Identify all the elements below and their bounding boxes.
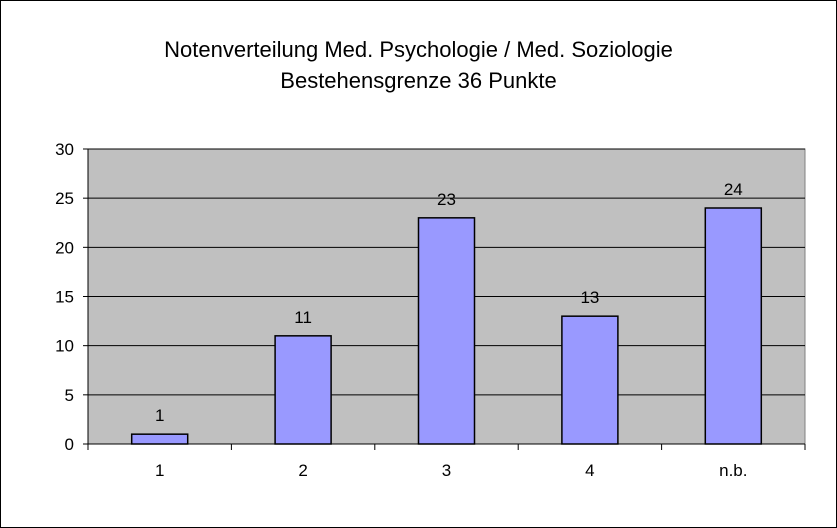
x-axis-ticks: 1 2 3 4 n.b. (87, 444, 806, 480)
x-tick-label: 3 (442, 461, 451, 480)
y-tick-label: 5 (65, 386, 74, 405)
y-tick-label: 0 (65, 435, 74, 454)
y-tick-label: 25 (55, 189, 74, 208)
y-tick-label: 15 (55, 288, 74, 307)
x-tick-label: 2 (298, 461, 307, 480)
data-label: 23 (437, 190, 456, 209)
y-tick-label: 10 (55, 337, 74, 356)
chart-title-block: Notenverteilung Med. Psychologie / Med. … (0, 34, 837, 96)
x-tick-label: 4 (585, 461, 594, 480)
bar (704, 207, 763, 445)
data-label: 24 (724, 180, 743, 199)
y-tick-label: 20 (55, 238, 74, 257)
chart-title: Notenverteilung Med. Psychologie / Med. … (164, 37, 673, 62)
y-axis-ticks: 0 5 10 15 20 25 30 (55, 140, 88, 454)
data-label: 11 (294, 308, 312, 327)
bar (274, 335, 332, 445)
x-tick-label: n.b. (719, 461, 747, 480)
chart-subtitle: Bestehensgrenze 36 Punkte (280, 68, 557, 93)
bar (417, 217, 476, 445)
x-tick-label: 1 (155, 461, 164, 480)
y-tick-label: 30 (55, 140, 74, 159)
bar (561, 315, 619, 445)
data-label: 1 (155, 406, 164, 425)
data-label: 13 (580, 288, 599, 307)
bar (130, 433, 189, 445)
